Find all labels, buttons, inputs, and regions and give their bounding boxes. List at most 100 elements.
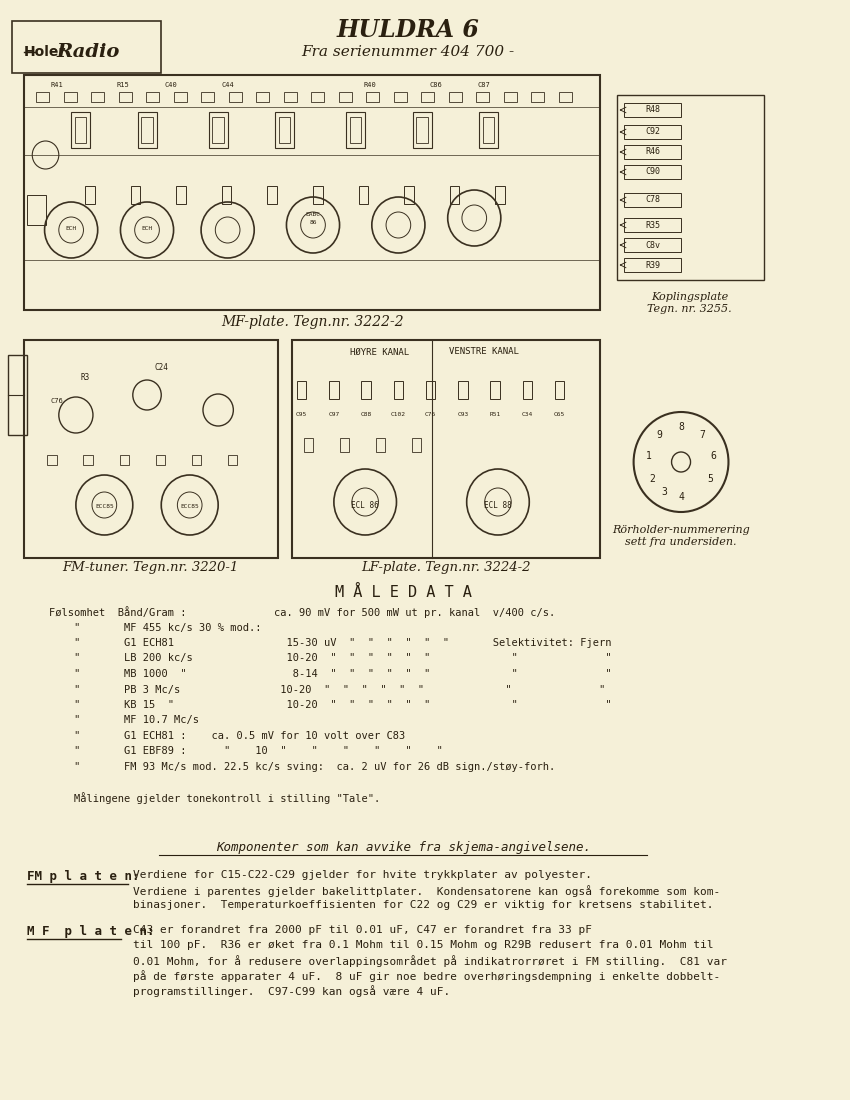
Text: R39: R39 xyxy=(645,261,660,270)
Bar xyxy=(624,238,681,252)
Text: VENSTRE KANAL: VENSTRE KANAL xyxy=(449,348,518,356)
Bar xyxy=(624,192,681,207)
Bar xyxy=(504,92,517,102)
Text: ECH: ECH xyxy=(65,226,76,231)
Text: ECL 86: ECL 86 xyxy=(351,500,379,509)
Text: 3: 3 xyxy=(661,487,667,497)
Bar xyxy=(361,381,371,399)
Bar xyxy=(311,92,325,102)
Text: C44: C44 xyxy=(221,82,234,88)
Text: R15: R15 xyxy=(117,82,130,88)
Bar xyxy=(146,92,159,102)
Text: R35: R35 xyxy=(645,220,660,230)
Text: FM p l a t e n:: FM p l a t e n: xyxy=(26,870,139,883)
Bar xyxy=(416,117,428,143)
Text: "       KB 15  "                  10-20  "  "  "  "  "  "             "         : " KB 15 " 10-20 " " " " " " " xyxy=(49,700,612,710)
Text: R51: R51 xyxy=(490,412,501,417)
Text: R41: R41 xyxy=(50,82,63,88)
Bar xyxy=(177,186,186,204)
Bar xyxy=(36,92,49,102)
Text: "       FM 93 Mc/s mod. 22.5 kc/s sving:  ca. 2 uV for 26 dB sign./støy-forh.: " FM 93 Mc/s mod. 22.5 kc/s sving: ca. 2… xyxy=(49,762,556,772)
Bar xyxy=(228,455,237,465)
Bar xyxy=(8,355,26,434)
Text: C24: C24 xyxy=(155,363,168,372)
Text: "       MF 10.7 Mc/s: " MF 10.7 Mc/s xyxy=(49,715,199,726)
Text: Radio: Radio xyxy=(57,43,121,60)
Text: på de første apparater 4 uF.  8 uF gir noe bedre overhøringsdempning i enkelte d: på de første apparater 4 uF. 8 uF gir no… xyxy=(133,970,720,982)
Bar xyxy=(412,112,432,148)
Text: Holer: Holer xyxy=(24,45,66,59)
Text: C34: C34 xyxy=(522,412,533,417)
Bar xyxy=(338,92,352,102)
Text: FM-tuner. Tegn.nr. 3220-1: FM-tuner. Tegn.nr. 3220-1 xyxy=(62,561,238,574)
Bar xyxy=(48,455,57,465)
Bar xyxy=(138,112,156,148)
Bar xyxy=(141,117,153,143)
Bar xyxy=(173,92,187,102)
Bar xyxy=(292,340,600,558)
Text: C76: C76 xyxy=(425,412,436,417)
Bar xyxy=(346,112,366,148)
Text: "       PB 3 Mc/s                10-20  "  "  "  "  "  "             "          : " PB 3 Mc/s 10-20 " " " " " " " xyxy=(49,684,605,694)
Bar xyxy=(531,92,545,102)
Bar xyxy=(156,455,165,465)
Bar xyxy=(523,381,532,399)
Bar xyxy=(329,381,338,399)
Text: programstillinger.  C97-C99 kan også være 4 uF.: programstillinger. C97-C99 kan også være… xyxy=(133,984,450,997)
Text: 86: 86 xyxy=(309,220,317,224)
Bar xyxy=(64,92,76,102)
Bar xyxy=(624,145,681,160)
Text: til 100 pF.  R36 er øket fra 0.1 Mohm til 0.15 Mohm og R29B redusert fra 0.01 Mo: til 100 pF. R36 er øket fra 0.1 Mohm til… xyxy=(133,940,713,950)
Bar xyxy=(624,165,681,179)
Bar xyxy=(449,92,462,102)
Bar xyxy=(555,381,564,399)
Text: 1: 1 xyxy=(645,451,651,461)
Text: "       MF 455 kc/s 30 % mod.:: " MF 455 kc/s 30 % mod.: xyxy=(49,623,262,632)
Bar xyxy=(303,438,313,452)
Bar xyxy=(284,92,297,102)
Bar xyxy=(394,92,407,102)
Bar xyxy=(71,112,90,148)
Bar xyxy=(490,381,500,399)
Text: R46: R46 xyxy=(645,147,660,156)
Bar xyxy=(450,186,459,204)
Bar xyxy=(120,455,129,465)
Text: C88: C88 xyxy=(360,412,371,417)
Bar xyxy=(85,186,95,204)
Bar xyxy=(404,186,414,204)
Text: C76: C76 xyxy=(50,398,63,404)
Bar xyxy=(24,340,278,558)
Text: M Å L E D A T A: M Å L E D A T A xyxy=(335,584,472,600)
Bar xyxy=(624,218,681,232)
Text: Følsomhet  Bånd/Gram :              ca. 90 mV for 500 mW ut pr. kanal  v/400 c/s: Følsomhet Bånd/Gram : ca. 90 mV for 500 … xyxy=(49,606,556,618)
Text: C8v: C8v xyxy=(645,241,660,250)
Text: R40: R40 xyxy=(364,82,377,88)
Bar xyxy=(201,92,214,102)
Text: C87: C87 xyxy=(478,82,490,88)
Bar xyxy=(83,455,93,465)
Text: R48: R48 xyxy=(645,106,660,114)
Bar xyxy=(256,92,269,102)
Bar xyxy=(359,186,368,204)
Text: 8: 8 xyxy=(678,422,684,432)
Text: Rörholder-nummerering
sett fra undersiden.: Rörholder-nummerering sett fra underside… xyxy=(612,525,750,547)
Bar xyxy=(279,117,290,143)
Text: EABC: EABC xyxy=(305,212,320,218)
Bar xyxy=(229,92,242,102)
Bar xyxy=(624,103,681,117)
Text: ECC85: ECC85 xyxy=(180,505,199,509)
Bar xyxy=(131,186,140,204)
Text: LF-plate. Tegn.nr. 3224-2: LF-plate. Tegn.nr. 3224-2 xyxy=(361,561,530,574)
Bar xyxy=(339,438,349,452)
Bar xyxy=(24,75,600,310)
Text: 7: 7 xyxy=(700,430,706,440)
Text: "       MB 1000  "                 8-14  "  "  "  "  "  "             "         : " MB 1000 " 8-14 " " " " " " " xyxy=(49,669,612,679)
Bar xyxy=(366,92,379,102)
Text: "       G1 ECH81 :    ca. 0.5 mV for 10 volt over C83: " G1 ECH81 : ca. 0.5 mV for 10 volt over… xyxy=(49,732,405,741)
Bar xyxy=(476,92,490,102)
Bar xyxy=(212,117,224,143)
Text: Verdiene i parentes gjelder bakelittplater.  Kondensatorene kan også forekomme s: Verdiene i parentes gjelder bakelittplat… xyxy=(133,886,720,896)
Text: HØYRE KANAL: HØYRE KANAL xyxy=(350,348,409,356)
Text: R3: R3 xyxy=(81,373,90,382)
Text: "       G1 ECH81                  15-30 uV  "  "  "  "  "  "       Selektivitet:: " G1 ECH81 15-30 uV " " " " " " Selektiv… xyxy=(49,638,612,648)
